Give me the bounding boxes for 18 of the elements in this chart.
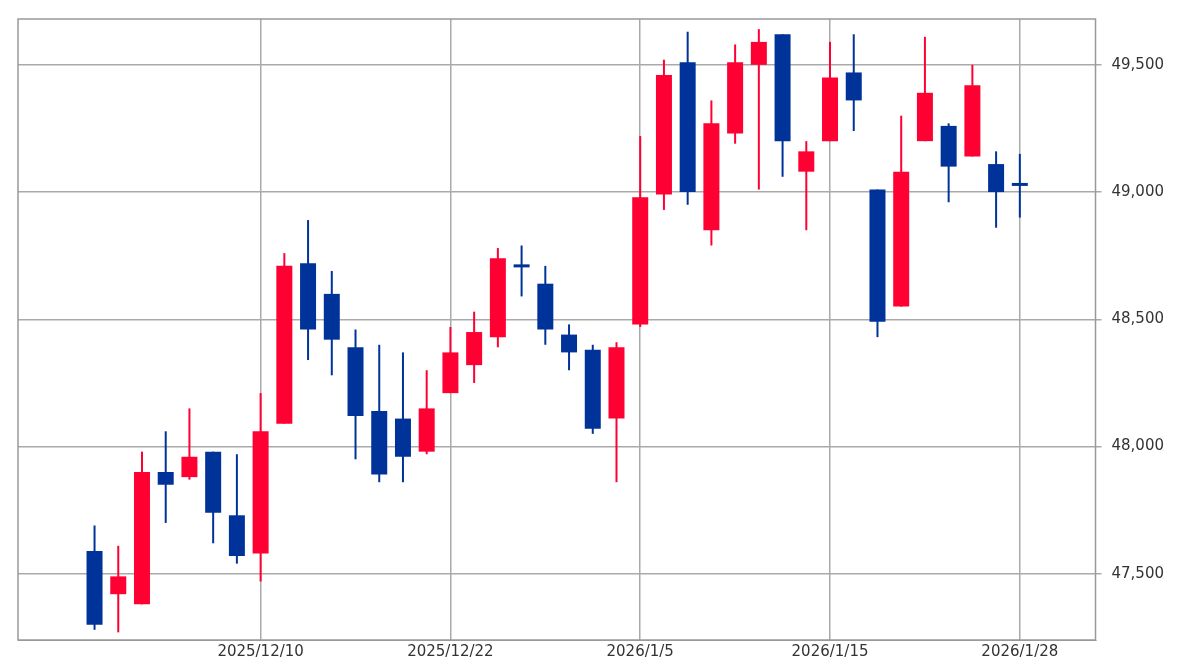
candlestick xyxy=(798,140,815,232)
x-tick-label: 2025/12/22 xyxy=(407,641,494,660)
candlestick xyxy=(750,28,767,191)
candlestick xyxy=(561,323,578,372)
y-tick-label: 49,500 xyxy=(1111,54,1165,73)
x-tick-label: 2026/1/28 xyxy=(981,641,1059,660)
candlestick xyxy=(157,430,174,524)
x-tick-label: 2026/1/15 xyxy=(791,641,869,660)
candlestick xyxy=(181,407,198,481)
candlestick xyxy=(1010,152,1028,219)
x-tick-label: 2025/12/10 xyxy=(217,641,304,660)
candlestick xyxy=(110,544,127,634)
y-tick-label: 48,500 xyxy=(1111,309,1165,328)
y-tick-label: 49,000 xyxy=(1111,181,1165,200)
candlestick xyxy=(513,244,530,298)
y-tick-label: 48,000 xyxy=(1111,436,1165,455)
x-tick-label: 2026/1/5 xyxy=(606,641,674,660)
y-tick-label: 47,500 xyxy=(1111,563,1165,582)
